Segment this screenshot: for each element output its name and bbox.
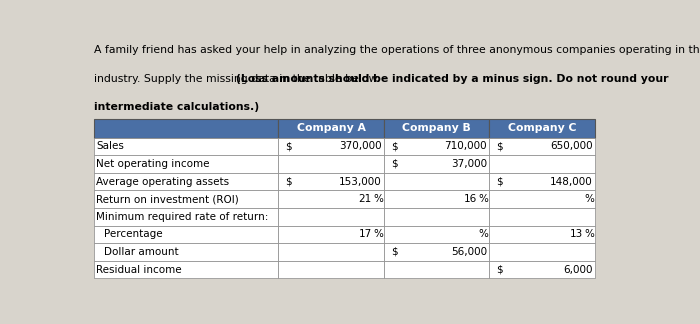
Text: Company B: Company B	[402, 123, 471, 133]
Bar	[489, 208, 595, 226]
Text: Net operating income: Net operating income	[96, 159, 210, 169]
Bar	[94, 243, 279, 261]
Bar	[94, 155, 279, 173]
Bar	[384, 226, 489, 243]
Bar	[384, 119, 489, 138]
Bar	[384, 191, 489, 208]
Bar	[279, 191, 384, 208]
Bar	[489, 191, 595, 208]
Text: $: $	[496, 141, 503, 151]
Bar	[279, 119, 384, 138]
Text: Company A: Company A	[297, 123, 365, 133]
Text: $: $	[391, 141, 398, 151]
Bar	[489, 119, 595, 138]
Text: A family friend has asked your help in analyzing the operations of three anonymo: A family friend has asked your help in a…	[94, 45, 700, 55]
Text: 56,000: 56,000	[451, 247, 487, 257]
Bar	[489, 261, 595, 278]
Bar	[384, 155, 489, 173]
Bar	[384, 261, 489, 278]
Bar	[384, 243, 489, 261]
Bar	[489, 226, 595, 243]
Bar	[94, 208, 279, 226]
Text: 13: 13	[570, 229, 583, 239]
Text: Return on investment (ROI): Return on investment (ROI)	[96, 194, 239, 204]
Bar	[279, 243, 384, 261]
Text: $: $	[286, 141, 292, 151]
Text: 153,000: 153,000	[339, 177, 382, 187]
Text: 17: 17	[358, 229, 372, 239]
Text: %: %	[584, 229, 594, 239]
Text: 710,000: 710,000	[444, 141, 487, 151]
Text: 650,000: 650,000	[550, 141, 593, 151]
Bar	[384, 173, 489, 191]
Text: $: $	[286, 177, 292, 187]
Text: $: $	[496, 265, 503, 274]
Bar	[94, 138, 279, 155]
Text: Sales: Sales	[96, 141, 124, 151]
Text: 21: 21	[358, 194, 372, 204]
Text: $: $	[496, 177, 503, 187]
Text: intermediate calculations.): intermediate calculations.)	[94, 102, 259, 112]
Bar	[279, 226, 384, 243]
Bar	[94, 173, 279, 191]
Text: %: %	[373, 229, 383, 239]
Text: 370,000: 370,000	[339, 141, 382, 151]
Text: $: $	[391, 247, 398, 257]
Text: 16: 16	[464, 194, 477, 204]
Bar	[279, 155, 384, 173]
Text: %: %	[479, 194, 489, 204]
Text: %: %	[479, 229, 489, 239]
Text: %: %	[373, 194, 383, 204]
Bar	[279, 138, 384, 155]
Text: 6,000: 6,000	[563, 265, 593, 274]
Text: Minimum required rate of return:: Minimum required rate of return:	[96, 212, 269, 222]
Bar	[94, 261, 279, 278]
Bar	[279, 173, 384, 191]
Bar	[489, 243, 595, 261]
Bar	[94, 226, 279, 243]
Text: %: %	[584, 194, 594, 204]
Text: 148,000: 148,000	[550, 177, 593, 187]
Bar	[489, 173, 595, 191]
Text: Residual income: Residual income	[96, 265, 182, 274]
Text: 37,000: 37,000	[451, 159, 487, 169]
Bar	[94, 191, 279, 208]
Text: industry. Supply the missing data in the table below:: industry. Supply the missing data in the…	[94, 74, 384, 84]
Text: Company C: Company C	[508, 123, 576, 133]
Text: Average operating assets: Average operating assets	[96, 177, 230, 187]
Text: (Loss amounts should be indicated by a minus sign. Do not round your: (Loss amounts should be indicated by a m…	[236, 74, 668, 84]
Bar	[94, 119, 279, 138]
Text: Percentage: Percentage	[104, 229, 162, 239]
Text: $: $	[391, 159, 398, 169]
Bar	[384, 138, 489, 155]
Bar	[279, 208, 384, 226]
Text: Dollar amount: Dollar amount	[104, 247, 178, 257]
Bar	[489, 138, 595, 155]
Bar	[384, 208, 489, 226]
Bar	[489, 155, 595, 173]
Bar	[279, 261, 384, 278]
